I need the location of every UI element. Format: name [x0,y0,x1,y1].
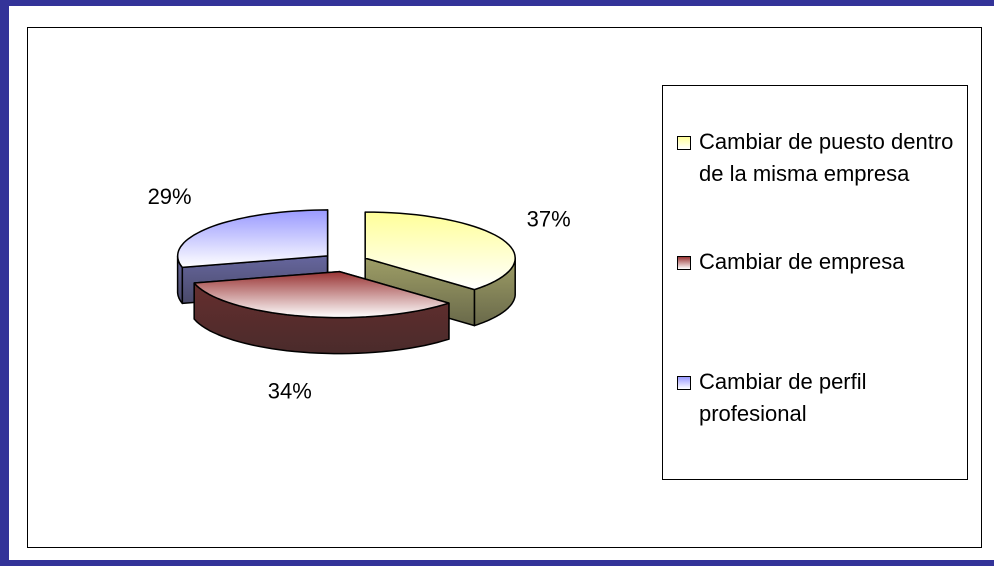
legend-swatch [677,376,691,390]
legend-entry: Cambiar de puesto dentro de la misma emp… [677,126,963,190]
slice [364,211,516,291]
slice [193,270,450,319]
slice [176,209,329,269]
data-label: 34% [268,379,312,404]
data-label: 37% [527,207,571,232]
legend-label: Cambiar de puesto dentro de la misma emp… [699,129,954,186]
legend-label: Cambiar de empresa [699,249,905,274]
legend-swatch [677,256,691,270]
legend: Cambiar de puesto dentro de la misma emp… [662,85,968,480]
chart-area [27,27,982,548]
legend-entry: Cambiar de empresa [677,246,963,278]
legend-swatch [677,136,691,150]
legend-label: Cambiar de perfil profesional [699,369,867,426]
data-label: 29% [148,184,192,209]
legend-entry: Cambiar de perfil profesional [677,366,963,430]
